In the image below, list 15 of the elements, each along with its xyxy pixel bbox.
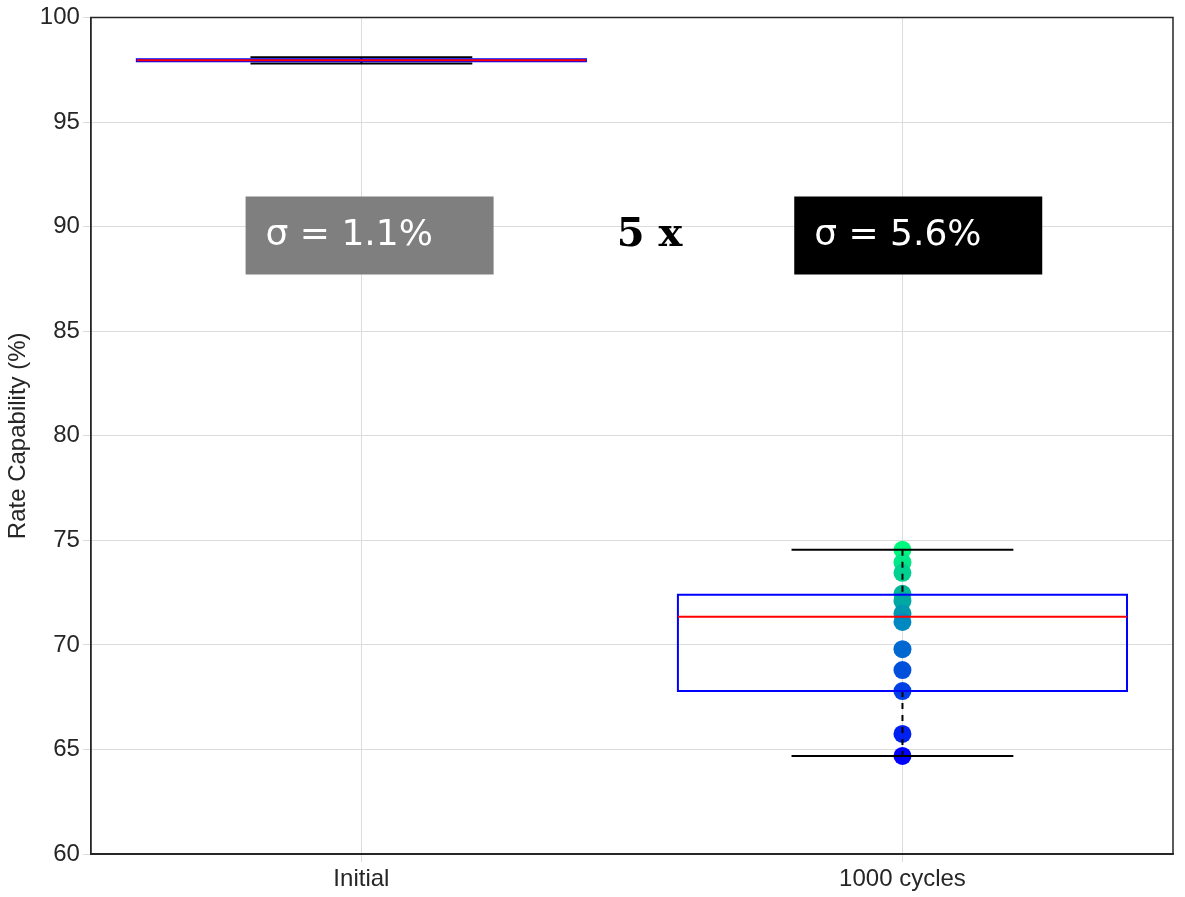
x-tick-label: Initial <box>333 864 390 892</box>
y-tick-label: 70 <box>53 629 80 657</box>
annotation: 5 x <box>616 207 684 255</box>
annotation: σ = 5.6% <box>814 211 982 253</box>
y-tick-label: 65 <box>53 734 80 762</box>
x-tick-label: 1000 cycles <box>839 864 966 892</box>
y-tick-label: 80 <box>53 420 80 448</box>
y-tick-label: 75 <box>53 525 80 553</box>
y-tick-label: 100 <box>39 2 80 30</box>
y-tick-label: 95 <box>53 106 80 134</box>
annotation: σ = 1.1% <box>265 211 433 253</box>
y-axis-title: Rate Capability (%) <box>3 332 31 540</box>
y-tick-label: 85 <box>53 315 80 343</box>
y-tick-label: 60 <box>53 838 80 866</box>
y-tick-label: 90 <box>53 211 80 239</box>
